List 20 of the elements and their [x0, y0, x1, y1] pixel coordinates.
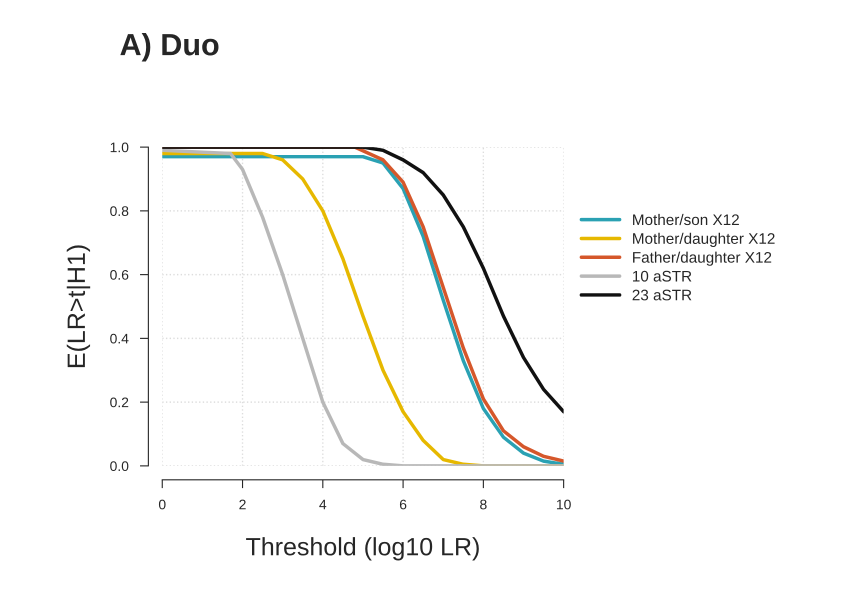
- legend-label: Father/daughter X12: [633, 252, 772, 266]
- x-tick-label: 2: [239, 500, 246, 510]
- x-tick-label: 10: [556, 500, 571, 510]
- x-axis-title: Threshold (log10 LR): [246, 537, 479, 560]
- y-tick-label: 0.2: [110, 397, 128, 408]
- x-tick-label: 8: [480, 500, 487, 510]
- y-tick-label: 0.0: [110, 461, 128, 472]
- legend-label: 23 aSTR: [632, 290, 692, 300]
- y-tick-label: 1.0: [110, 142, 128, 152]
- legend-label: Mother/son X12: [633, 214, 739, 226]
- y-axis-title: E(LR>t|H1): [66, 245, 90, 368]
- x-tick-label: 4: [319, 500, 326, 510]
- y-tick-label: 0.6: [110, 270, 128, 280]
- y-tick-label: 0.4: [110, 334, 129, 344]
- legend-label: 10 aSTR: [632, 270, 692, 282]
- y-tick-label: 0.8: [110, 206, 128, 216]
- chart-title: A) Duo: [120, 33, 218, 62]
- legend-label: Mother/daughter X12: [633, 232, 775, 247]
- x-tick-label: 6: [400, 500, 406, 510]
- x-tick-label: 0: [158, 500, 166, 510]
